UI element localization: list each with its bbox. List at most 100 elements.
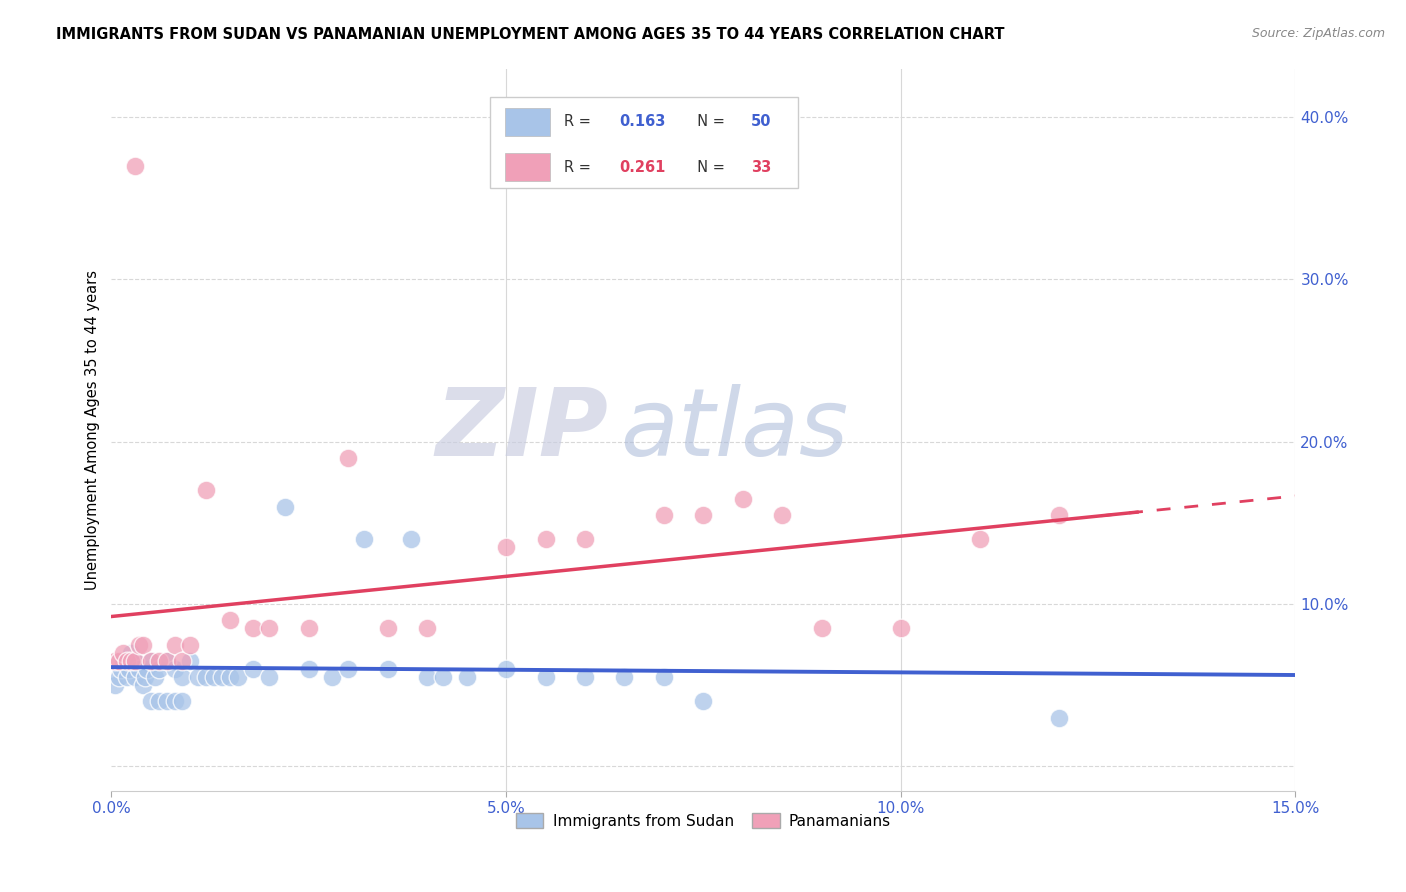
Point: [139, 654, 162, 668]
FancyBboxPatch shape: [505, 108, 550, 136]
Text: N =: N =: [688, 114, 730, 129]
Point: [770, 508, 793, 522]
Point: [187, 670, 209, 684]
Point: [337, 450, 360, 465]
Text: IMMIGRANTS FROM SUDAN VS PANAMANIAN UNEMPLOYMENT AMONG AGES 35 TO 44 YEARS CORRE: IMMIGRANTS FROM SUDAN VS PANAMANIAN UNEM…: [56, 27, 1005, 42]
Point: [179, 654, 201, 668]
FancyBboxPatch shape: [505, 153, 550, 181]
Point: [156, 654, 179, 668]
Point: [652, 508, 675, 522]
Point: [139, 654, 162, 668]
Point: [811, 621, 834, 635]
Point: [211, 670, 233, 684]
Text: 0.261: 0.261: [620, 160, 666, 175]
Text: R =: R =: [564, 114, 595, 129]
Point: [163, 694, 186, 708]
Point: [401, 532, 423, 546]
Point: [298, 621, 321, 635]
Point: [104, 654, 127, 668]
Point: [321, 670, 343, 684]
Point: [104, 678, 127, 692]
Point: [274, 500, 297, 514]
Text: 50: 50: [751, 114, 772, 129]
Text: 0.163: 0.163: [620, 114, 666, 129]
Point: [613, 670, 636, 684]
Point: [226, 670, 249, 684]
Point: [110, 662, 132, 676]
Point: [132, 678, 155, 692]
Point: [890, 621, 912, 635]
Point: [172, 694, 194, 708]
Point: [652, 670, 675, 684]
Text: atlas: atlas: [620, 384, 849, 475]
Point: [574, 532, 596, 546]
Point: [242, 621, 264, 635]
Point: [112, 646, 135, 660]
Point: [118, 662, 141, 676]
Legend: Immigrants from Sudan, Panamanians: Immigrants from Sudan, Panamanians: [510, 806, 897, 835]
Point: [195, 483, 218, 498]
Point: [156, 654, 179, 668]
Point: [148, 662, 170, 676]
Y-axis label: Unemployment Among Ages 35 to 44 years: Unemployment Among Ages 35 to 44 years: [86, 269, 100, 590]
Point: [195, 670, 218, 684]
Point: [337, 662, 360, 676]
Point: [574, 670, 596, 684]
Point: [132, 638, 155, 652]
Point: [218, 613, 240, 627]
Point: [108, 654, 131, 668]
Point: [128, 638, 150, 652]
Point: [124, 654, 146, 668]
Point: [416, 621, 439, 635]
Point: [134, 670, 156, 684]
Point: [218, 670, 240, 684]
Point: [148, 694, 170, 708]
Point: [136, 662, 159, 676]
Point: [495, 662, 517, 676]
Text: ZIP: ZIP: [436, 384, 609, 475]
Point: [143, 670, 166, 684]
Point: [202, 670, 225, 684]
Point: [112, 654, 135, 668]
Point: [456, 670, 478, 684]
Point: [731, 491, 754, 506]
Point: [259, 621, 281, 635]
Point: [163, 638, 186, 652]
Point: [128, 662, 150, 676]
Text: Source: ZipAtlas.com: Source: ZipAtlas.com: [1251, 27, 1385, 40]
Point: [432, 670, 454, 684]
Point: [120, 654, 142, 668]
Text: 33: 33: [751, 160, 770, 175]
Point: [108, 670, 131, 684]
Point: [172, 654, 194, 668]
Point: [172, 670, 194, 684]
Point: [179, 638, 201, 652]
Point: [1047, 710, 1070, 724]
Point: [692, 694, 714, 708]
Point: [139, 694, 162, 708]
Point: [163, 662, 186, 676]
Point: [115, 670, 138, 684]
Point: [148, 654, 170, 668]
Point: [298, 662, 321, 676]
Text: R =: R =: [564, 160, 595, 175]
Point: [156, 694, 179, 708]
Point: [124, 654, 146, 668]
FancyBboxPatch shape: [491, 97, 799, 187]
Point: [1047, 508, 1070, 522]
Point: [495, 540, 517, 554]
Point: [377, 621, 399, 635]
Point: [120, 646, 142, 660]
Point: [534, 670, 557, 684]
Point: [377, 662, 399, 676]
Text: N =: N =: [688, 160, 730, 175]
Point: [969, 532, 991, 546]
Point: [534, 532, 557, 546]
Point: [124, 670, 146, 684]
Point: [353, 532, 375, 546]
Point: [124, 159, 146, 173]
Point: [692, 508, 714, 522]
Point: [416, 670, 439, 684]
Point: [115, 654, 138, 668]
Point: [259, 670, 281, 684]
